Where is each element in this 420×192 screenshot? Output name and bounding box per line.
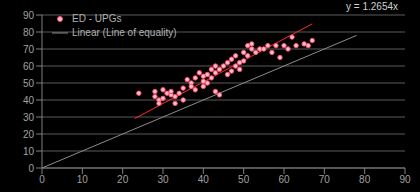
html-text:Linear (Line of equality): Linear (Line of equality) — [72, 27, 177, 38]
svg-text:70: 70 — [23, 44, 35, 55]
svg-text:30: 30 — [157, 174, 169, 185]
svg-text:20: 20 — [23, 129, 35, 140]
svg-text:30: 30 — [23, 112, 35, 123]
svg-text:50: 50 — [23, 78, 35, 89]
svg-text:10: 10 — [23, 146, 35, 157]
svg-text:60: 60 — [23, 61, 35, 72]
svg-text:90: 90 — [399, 174, 411, 185]
svg-text:40: 40 — [198, 174, 210, 185]
svg-text:40: 40 — [23, 95, 35, 106]
svg-text:20: 20 — [117, 174, 129, 185]
html-text:y = 1.2654x: y = 1.2654x — [346, 1, 398, 12]
svg-text:70: 70 — [319, 174, 331, 185]
svg-text:0: 0 — [39, 174, 45, 185]
svg-text:10: 10 — [77, 174, 89, 185]
svg-text:0: 0 — [28, 163, 34, 174]
svg-text:50: 50 — [238, 174, 250, 185]
svg-text:80: 80 — [359, 174, 371, 185]
svg-text:60: 60 — [278, 174, 290, 185]
svg-text:90: 90 — [23, 10, 35, 21]
svg-text:80: 80 — [23, 27, 35, 38]
html-text:ED - UPGs: ED - UPGs — [72, 13, 122, 24]
